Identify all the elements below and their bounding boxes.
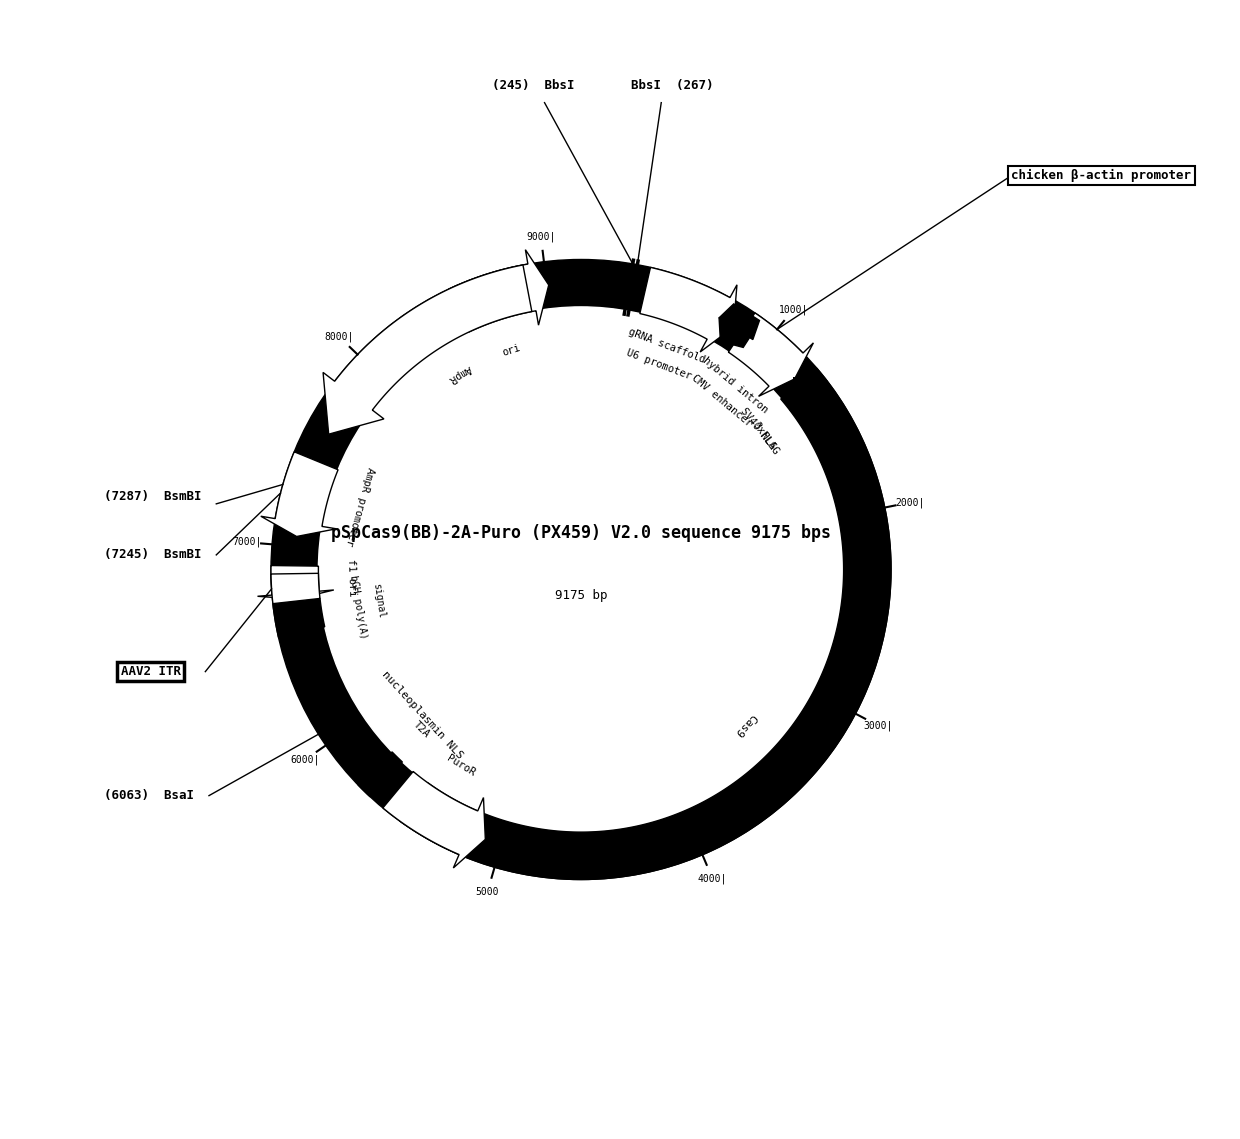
Text: CMV enhancer: CMV enhancer [691,374,754,429]
Text: (245)  BbsI: (245) BbsI [492,79,575,92]
Text: gRNA scaffold: gRNA scaffold [626,326,706,364]
Polygon shape [640,268,737,352]
Text: 3xFLAG: 3xFLAG [750,420,780,457]
Text: 3000|: 3000| [863,720,893,731]
Polygon shape [781,368,827,410]
Polygon shape [719,310,756,347]
Text: 7000|: 7000| [232,536,262,548]
Text: 9000|: 9000| [526,231,556,241]
Text: 8000|: 8000| [325,331,353,342]
Polygon shape [728,313,813,396]
Polygon shape [273,598,325,637]
Text: 5000: 5000 [476,887,500,896]
Text: 4000|: 4000| [698,872,727,884]
Text: 2000|: 2000| [895,498,925,508]
Text: AmpR promoter: AmpR promoter [343,466,376,547]
Text: SV40 NLS: SV40 NLS [738,405,777,451]
Polygon shape [358,752,402,796]
Text: f1 ori: f1 ori [346,558,357,597]
Polygon shape [719,304,759,339]
Polygon shape [272,573,320,604]
Circle shape [319,306,843,833]
Polygon shape [374,769,394,786]
Text: ori: ori [501,343,522,358]
Circle shape [272,260,892,879]
Text: hybrid intron: hybrid intron [701,355,769,416]
Text: PuroR: PuroR [445,753,477,778]
Text: bGH poly(A): bGH poly(A) [347,574,368,639]
Text: nucleoplasmin NLS: nucleoplasmin NLS [379,669,465,761]
Text: 9175 bp: 9175 bp [554,589,608,601]
Polygon shape [258,566,334,599]
Text: pSpCas9(BB)-2A-Puro (PX459) V2.0 sequence 9175 bps: pSpCas9(BB)-2A-Puro (PX459) V2.0 sequenc… [331,524,831,542]
Polygon shape [324,265,532,434]
Text: BbsI  (267): BbsI (267) [631,79,713,92]
Polygon shape [449,249,549,333]
Polygon shape [797,382,812,401]
Text: (7245)  BsmBI: (7245) BsmBI [104,548,202,562]
Polygon shape [794,377,810,398]
Polygon shape [260,452,339,536]
Text: (7287)  BsmBI: (7287) BsmBI [104,490,202,503]
Text: AmpR: AmpR [446,363,474,385]
Text: 6000|: 6000| [290,755,320,765]
Text: AAV2 ITR: AAV2 ITR [120,665,181,678]
Text: T2A: T2A [412,720,432,740]
Text: (6063)  BsaI: (6063) BsaI [104,789,195,802]
Text: 1000|: 1000| [779,304,808,314]
Polygon shape [383,771,485,868]
Text: chicken β-actin promoter: chicken β-actin promoter [1012,169,1192,182]
Text: U6 promoter: U6 promoter [625,347,693,382]
Text: Cas9: Cas9 [733,712,758,738]
Polygon shape [399,382,892,879]
Polygon shape [378,772,398,789]
Text: signal: signal [372,582,387,618]
